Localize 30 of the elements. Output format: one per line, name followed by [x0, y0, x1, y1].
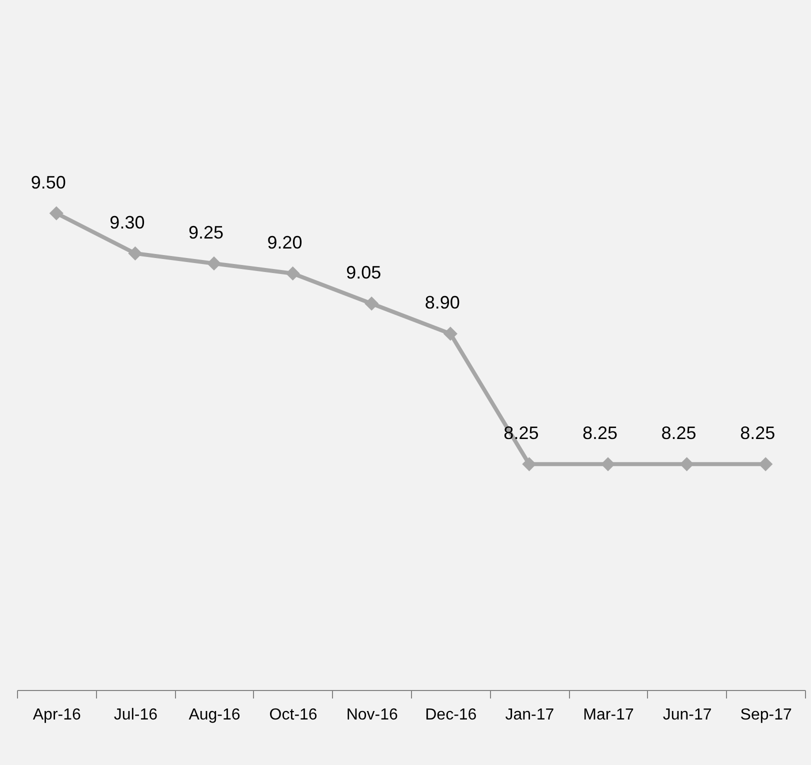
- point: [286, 266, 300, 281]
- point: [600, 457, 616, 472]
- x-tick-label: Oct-16: [269, 706, 318, 724]
- point: [49, 206, 64, 220]
- x-tick-label: Nov-16: [346, 706, 398, 724]
- data-label: 9.05: [346, 262, 382, 283]
- point: [364, 296, 379, 311]
- point: [522, 457, 536, 472]
- point: [758, 457, 773, 472]
- x-tick-label: Jun-17: [662, 706, 712, 724]
- data-label: 9.20: [267, 232, 302, 252]
- point: [128, 246, 142, 260]
- data-label: 9.50: [30, 172, 66, 192]
- data-label: 8.25: [740, 423, 776, 444]
- point: [680, 457, 694, 472]
- x-tick-label: Dec-16: [425, 706, 477, 724]
- data-label: 8.25: [504, 423, 539, 444]
- x-tick-label: Mar-17: [583, 706, 634, 724]
- point: [443, 326, 458, 341]
- data-label: 9.25: [188, 222, 224, 242]
- x-tick-label: Sep-17: [740, 706, 792, 724]
- data-label: 8.90: [424, 292, 460, 313]
- x-tick-label: Aug-16: [188, 706, 240, 724]
- data-label: 8.25: [661, 423, 696, 444]
- data-label: 9.30: [110, 212, 145, 232]
- x-tick-label: Jan-17: [505, 706, 554, 724]
- x-tick-label: Apr-16: [32, 706, 82, 724]
- point: [206, 256, 222, 271]
- data-label: 8.25: [582, 423, 618, 444]
- x-tick-label: Jul-16: [114, 706, 158, 724]
